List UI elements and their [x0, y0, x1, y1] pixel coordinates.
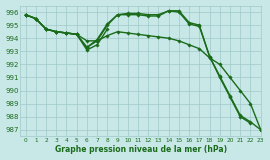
X-axis label: Graphe pression niveau de la mer (hPa): Graphe pression niveau de la mer (hPa): [55, 145, 227, 154]
